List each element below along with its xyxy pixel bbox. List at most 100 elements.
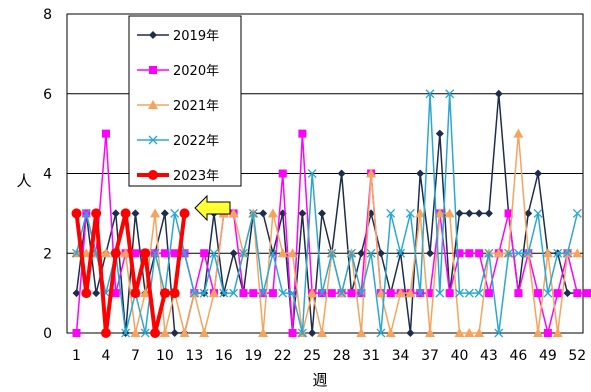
data-point bbox=[258, 288, 268, 298]
data-point bbox=[121, 328, 131, 338]
data-point bbox=[72, 289, 81, 298]
data-point bbox=[416, 169, 425, 178]
data-point-stroke bbox=[238, 248, 248, 258]
data-point bbox=[318, 209, 326, 218]
x-tick-label: 19 bbox=[244, 348, 262, 364]
data-point bbox=[189, 288, 199, 298]
data-point bbox=[278, 288, 288, 298]
x-tick-label: 25 bbox=[303, 348, 321, 364]
x-tick-label: 13 bbox=[185, 348, 203, 364]
data-point bbox=[455, 249, 464, 258]
data-point bbox=[435, 288, 445, 298]
data-point bbox=[297, 328, 307, 338]
data-point-stroke bbox=[307, 169, 317, 178]
data-point-stroke bbox=[484, 248, 494, 258]
data-point-stroke bbox=[317, 288, 327, 298]
data-point bbox=[170, 249, 179, 258]
data-point bbox=[317, 288, 327, 298]
data-point bbox=[465, 209, 474, 218]
legend-item: 2021年 bbox=[137, 99, 219, 114]
data-point bbox=[219, 288, 229, 298]
data-point bbox=[268, 248, 278, 258]
y-tick-label: 4 bbox=[43, 167, 52, 183]
data-point-stroke bbox=[150, 248, 160, 258]
data-point-stroke bbox=[543, 288, 553, 298]
data-point bbox=[140, 288, 151, 298]
data-point bbox=[366, 248, 376, 258]
data-point bbox=[415, 208, 426, 218]
data-point bbox=[514, 289, 523, 298]
data-point bbox=[239, 289, 248, 298]
series-lines bbox=[71, 89, 591, 338]
data-point bbox=[524, 209, 533, 218]
x-tick-label: 1 bbox=[72, 348, 81, 364]
data-point-stroke bbox=[170, 208, 180, 218]
data-point bbox=[572, 248, 583, 258]
data-point bbox=[199, 288, 209, 298]
data-point-stroke bbox=[563, 248, 572, 258]
data-point bbox=[131, 249, 140, 258]
data-point-stroke bbox=[229, 288, 239, 298]
y-tick-label: 8 bbox=[43, 7, 52, 23]
data-point-stroke bbox=[337, 288, 347, 298]
data-point bbox=[444, 208, 455, 218]
data-point bbox=[209, 248, 219, 258]
data-point bbox=[148, 170, 158, 180]
data-point bbox=[475, 249, 484, 258]
x-tick-label: 10 bbox=[156, 348, 174, 364]
data-point bbox=[405, 288, 416, 298]
data-point bbox=[563, 289, 572, 298]
x-tick-labels: 1 4 7 10 13 16 19 22 25 28 31 34 37 40 43 46 49 52 bbox=[72, 348, 586, 364]
x-tick-label: 37 bbox=[421, 348, 439, 364]
data-point bbox=[288, 288, 297, 298]
data-point bbox=[248, 208, 258, 218]
data-point bbox=[347, 289, 356, 298]
series-4 bbox=[71, 208, 190, 338]
y-tick-label: 2 bbox=[43, 246, 52, 262]
data-point-stroke bbox=[553, 248, 563, 258]
data-point-stroke bbox=[396, 248, 406, 258]
legend-item: 2023年 bbox=[137, 169, 219, 184]
data-point bbox=[150, 328, 161, 338]
y-tick-label: 0 bbox=[43, 326, 52, 342]
data-point bbox=[130, 328, 141, 337]
x-tick-label: 43 bbox=[480, 348, 498, 364]
data-point bbox=[307, 288, 318, 298]
data-point bbox=[337, 169, 346, 178]
data-point-stroke bbox=[464, 288, 474, 298]
data-point bbox=[81, 248, 92, 258]
data-point bbox=[91, 208, 102, 219]
data-point bbox=[100, 248, 111, 258]
data-point-stroke bbox=[494, 328, 504, 338]
data-point bbox=[238, 248, 248, 258]
data-point bbox=[534, 289, 543, 298]
data-point-stroke bbox=[415, 288, 425, 298]
data-point bbox=[249, 289, 258, 298]
latest-point-arrow bbox=[194, 194, 231, 222]
data-point-stroke bbox=[356, 288, 366, 298]
data-point-stroke bbox=[268, 248, 278, 258]
data-point bbox=[159, 328, 170, 337]
data-point bbox=[287, 248, 298, 258]
data-point bbox=[493, 248, 504, 258]
data-point-stroke bbox=[347, 248, 356, 258]
data-point bbox=[81, 288, 92, 299]
data-point bbox=[308, 329, 317, 337]
data-point bbox=[81, 208, 91, 218]
data-point bbox=[149, 31, 157, 39]
data-point bbox=[277, 248, 288, 258]
data-point bbox=[347, 248, 356, 258]
x-tick-label: 52 bbox=[568, 348, 586, 364]
data-point bbox=[504, 209, 513, 218]
data-point bbox=[513, 248, 523, 258]
data-point bbox=[583, 289, 591, 298]
x-tick-label: 4 bbox=[101, 348, 110, 364]
data-point bbox=[229, 249, 238, 258]
legend-item: 2020年 bbox=[137, 64, 219, 79]
data-point bbox=[386, 289, 395, 298]
data-point-stroke bbox=[209, 248, 219, 258]
data-point bbox=[170, 329, 179, 337]
series-3 bbox=[72, 89, 582, 338]
x-tick-label: 40 bbox=[451, 348, 469, 364]
data-point bbox=[111, 209, 120, 218]
